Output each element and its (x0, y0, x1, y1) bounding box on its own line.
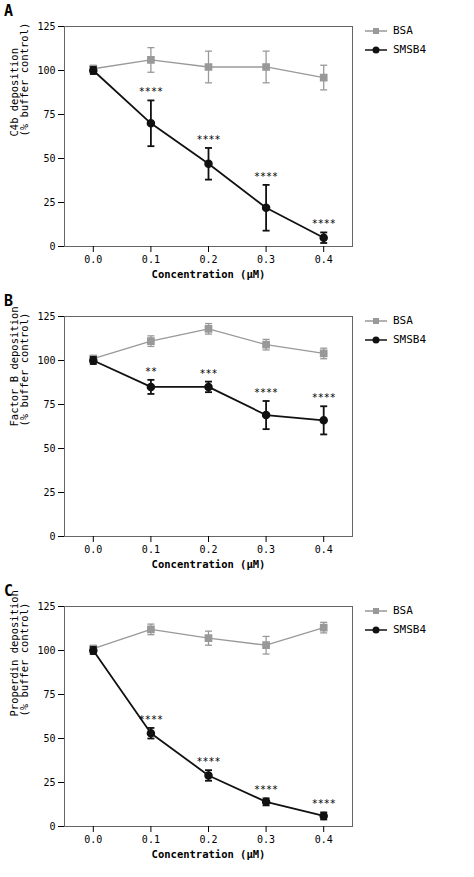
svg-text:100: 100 (37, 645, 55, 656)
svg-text:0.0: 0.0 (84, 544, 102, 555)
svg-text:C4b deposition(% buffer contro: C4b deposition(% buffer control) (8, 23, 31, 137)
svg-text:100: 100 (37, 65, 55, 76)
svg-text:Concentration (μM): Concentration (μM) (152, 558, 266, 570)
svg-text:125: 125 (37, 601, 55, 612)
svg-text:0: 0 (49, 241, 55, 252)
svg-text:50: 50 (43, 443, 55, 454)
svg-text:25: 25 (43, 197, 55, 208)
svg-text:0.0: 0.0 (84, 834, 102, 845)
svg-text:0.4: 0.4 (315, 254, 333, 265)
svg-text:****: **** (254, 387, 278, 398)
svg-text:50: 50 (43, 733, 55, 744)
svg-text:0.0: 0.0 (84, 254, 102, 265)
svg-text:***: *** (199, 368, 217, 379)
svg-text:Concentration (μM): Concentration (μM) (152, 268, 266, 280)
svg-text:****: **** (312, 392, 336, 403)
svg-text:75: 75 (43, 689, 55, 700)
svg-text:**: ** (145, 366, 157, 377)
svg-text:0.1: 0.1 (142, 834, 160, 845)
svg-text:0.1: 0.1 (142, 544, 160, 555)
svg-text:0.3: 0.3 (257, 544, 275, 555)
svg-text:0.4: 0.4 (315, 544, 333, 555)
svg-text:0.1: 0.1 (142, 254, 160, 265)
svg-text:0: 0 (49, 531, 55, 542)
svg-text:0.3: 0.3 (257, 254, 275, 265)
svg-text:75: 75 (43, 399, 55, 410)
svg-text:25: 25 (43, 777, 55, 788)
svg-text:0.2: 0.2 (199, 254, 217, 265)
svg-text:****: **** (196, 134, 220, 145)
svg-text:Factor B deposition(% buffer c: Factor B deposition(% buffer control) (8, 306, 31, 426)
svg-text:75: 75 (43, 109, 55, 120)
svg-text:Properdin deposition(% buffer: Properdin deposition(% buffer control) (8, 590, 31, 716)
svg-text:100: 100 (37, 355, 55, 366)
svg-text:0.3: 0.3 (257, 834, 275, 845)
svg-text:125: 125 (37, 21, 55, 32)
svg-text:****: **** (254, 171, 278, 182)
svg-text:0.2: 0.2 (199, 834, 217, 845)
svg-text:25: 25 (43, 487, 55, 498)
svg-text:****: **** (139, 714, 163, 725)
svg-text:****: **** (312, 798, 336, 809)
svg-text:Concentration (μM): Concentration (μM) (152, 848, 266, 860)
svg-text:0: 0 (49, 821, 55, 832)
svg-text:****: **** (139, 86, 163, 97)
svg-text:0.4: 0.4 (315, 834, 333, 845)
svg-text:50: 50 (43, 153, 55, 164)
svg-text:0.2: 0.2 (199, 544, 217, 555)
svg-text:125: 125 (37, 311, 55, 322)
svg-text:****: **** (312, 218, 336, 229)
svg-text:****: **** (254, 784, 278, 795)
svg-text:****: **** (196, 756, 220, 767)
